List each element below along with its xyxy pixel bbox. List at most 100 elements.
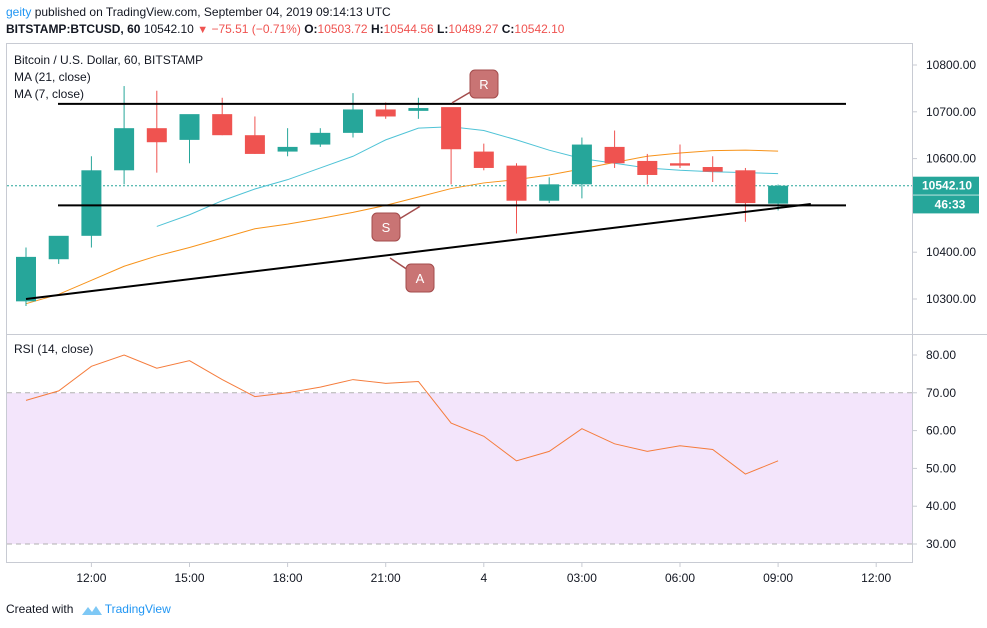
- candle-body: [343, 109, 363, 133]
- time-tick-label: 06:00: [665, 571, 695, 585]
- down-arrow-icon: ▼: [197, 24, 209, 36]
- tradingview-brand[interactable]: TradingView: [104, 602, 171, 616]
- open-value: 10503.72: [317, 22, 368, 36]
- marker-label: A: [416, 271, 425, 286]
- bull-candle: [81, 156, 102, 248]
- last-price-bg: [913, 176, 979, 195]
- bear-candle: [441, 107, 462, 185]
- candles: [16, 86, 789, 307]
- rsi-line: [25, 354, 779, 475]
- candle-body: [506, 165, 527, 201]
- ma21-line: [156, 126, 779, 227]
- rsi-tick-label: 70.00: [926, 386, 956, 400]
- candle-body: [277, 146, 298, 152]
- price-change: −75.51 (−0.71%): [211, 22, 301, 36]
- price-tick-label: 10300.00: [926, 292, 976, 306]
- time-tick-label: 4: [480, 571, 487, 585]
- bull-candle: [408, 97, 429, 119]
- last-price-label: 10542.10: [922, 179, 972, 193]
- tradingview-logo-icon: [81, 605, 102, 615]
- bull-candle: [539, 177, 560, 204]
- ma7-line: [25, 149, 779, 305]
- bear-candle: [244, 116, 265, 154]
- rsi-legend: RSI (14, close): [14, 342, 93, 356]
- ma21-legend: MA (21, close): [14, 70, 91, 84]
- marker-s: S: [371, 205, 421, 242]
- candle-body: [16, 256, 36, 302]
- high-label: H:: [370, 22, 384, 36]
- price-tick-label: 10400.00: [926, 245, 976, 259]
- candle-body: [670, 163, 690, 166]
- bull-candle: [16, 247, 36, 307]
- candle-body: [637, 160, 658, 175]
- candle-body: [81, 170, 102, 236]
- footer: Created with TradingView: [6, 602, 171, 616]
- rsi-band: [7, 392, 912, 544]
- bear-candle: [473, 143, 494, 171]
- low-label: L:: [437, 22, 449, 36]
- candle-body: [408, 108, 429, 111]
- marker-label: R: [479, 77, 488, 92]
- open-label: O:: [304, 22, 318, 36]
- last-price-tag: 10542.10: [913, 176, 979, 195]
- price-tick-label: 10800.00: [926, 58, 976, 72]
- marker-label: S: [382, 220, 391, 235]
- time-tick-label: 12:00: [861, 571, 891, 585]
- rsi-tick-label: 50.00: [926, 461, 956, 475]
- time-tick-label: 12:00: [76, 571, 106, 585]
- countdown-label: 46:33: [935, 197, 966, 211]
- bear-candle: [604, 130, 625, 168]
- time-tick-label: 09:00: [763, 571, 793, 585]
- publisher-username[interactable]: geity: [6, 5, 32, 19]
- close-value: 10542.10: [514, 22, 565, 36]
- high-value: 10544.56: [383, 22, 434, 36]
- rsi-series: [25, 354, 779, 475]
- bull-candle: [571, 137, 592, 199]
- published-text: published on TradingView.com, September …: [34, 5, 391, 19]
- candle-body: [375, 109, 396, 117]
- low-value: 10489.27: [448, 22, 499, 36]
- time-tick-label: 21:00: [371, 571, 401, 585]
- time-tick-label: 03:00: [567, 571, 597, 585]
- symbol-line: BITSTAMP:BTCUSD, 60 10542.10 ▼ −75.51 (−…: [6, 22, 564, 36]
- time-axis: 12:00 15:00 18:00 21:00 4 03:00 06:00 09:00 12:0…: [76, 563, 892, 585]
- created-with-text: Created with: [6, 602, 74, 616]
- symbol-label: BITSTAMP:BTCUSD, 60: [6, 22, 141, 36]
- marker-r: R: [451, 69, 499, 104]
- rsi-tick-label: 80.00: [926, 348, 956, 362]
- candle-body: [539, 184, 560, 201]
- candle-body: [114, 128, 135, 171]
- rsi-tick-label: 30.00: [926, 537, 956, 551]
- candle-body: [441, 107, 462, 150]
- price-tick-label: 10600.00: [926, 152, 976, 166]
- marker-box: [371, 212, 401, 242]
- candle-body: [244, 135, 265, 154]
- bear-candle: [506, 163, 527, 234]
- candle-body: [571, 144, 592, 185]
- candle-body: [702, 167, 723, 172]
- bear-candle: [637, 153, 658, 185]
- rsi-axis: 30.00 40.00 50.00 60.00 70.00 80.00: [912, 348, 956, 551]
- time-tick-label: 15:00: [174, 571, 204, 585]
- bull-candle: [48, 235, 69, 264]
- countdown-bg: [913, 195, 979, 214]
- time-tick-label: 18:00: [273, 571, 303, 585]
- price-tick-label: 10700.00: [926, 105, 976, 119]
- ma7-legend: MA (7, close): [14, 87, 84, 101]
- ascending-trendline: [25, 203, 811, 300]
- marker-box: [469, 69, 499, 99]
- bear-candle: [702, 156, 723, 182]
- marker-a: A: [389, 257, 435, 293]
- candle-body: [179, 114, 200, 140]
- countdown-tag: 105 46:33: [913, 195, 979, 214]
- bull-candle: [277, 128, 298, 157]
- candle-body: [310, 132, 331, 145]
- candle-body: [604, 146, 625, 164]
- candle-body: [146, 128, 167, 143]
- candle-body: [735, 170, 756, 204]
- bull-candle: [310, 128, 331, 147]
- last-price: 10542.10: [143, 22, 194, 36]
- publisher-line: geity published on TradingView.com, Sept…: [6, 5, 391, 19]
- chart-title: Bitcoin / U.S. Dollar, 60, BITSTAMP: [14, 53, 203, 67]
